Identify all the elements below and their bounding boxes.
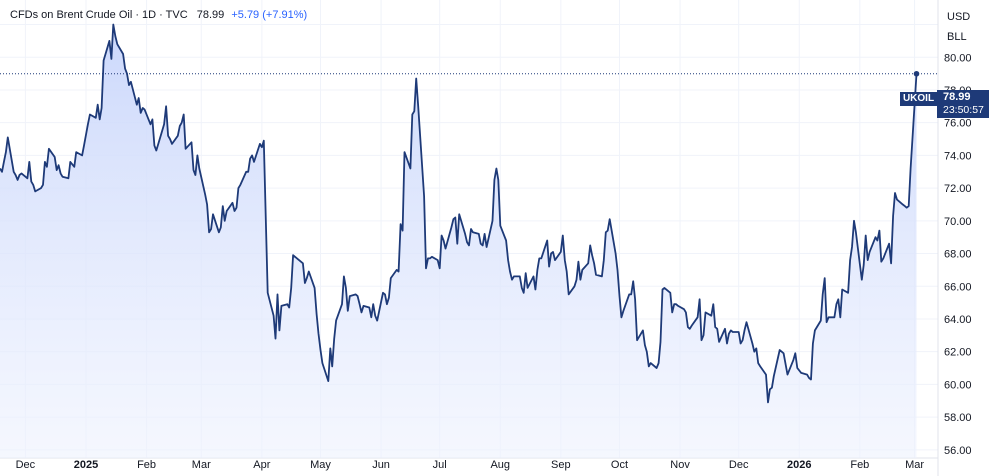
x-tick-label: Oct <box>611 459 628 471</box>
price-axis[interactable]: 56.00 58.00 60.00 62.00 64.00 66.00 68.00 70.00… <box>944 52 972 457</box>
bar-countdown: 23:50:57 <box>943 104 984 116</box>
x-tick-label: Sep <box>551 459 571 471</box>
y-tick-label: 74.00 <box>944 150 972 162</box>
x-tick-label: Mar <box>905 459 924 471</box>
y-tick-label: 64.00 <box>944 314 972 326</box>
legend-change: +5.79 (+7.91%) <box>231 9 308 21</box>
x-tick-label: Apr <box>253 459 270 471</box>
last-price-value: 78.99 <box>943 91 971 103</box>
x-tick-label: Jul <box>433 459 447 471</box>
x-tick-label: 2026 <box>787 459 811 471</box>
x-tick-label: Dec <box>16 459 36 471</box>
symbol-label: UKOIL <box>900 92 937 106</box>
y-tick-label: 58.00 <box>944 412 972 424</box>
price-line <box>0 23 918 404</box>
x-tick-label: May <box>310 459 331 471</box>
x-tick-label: Aug <box>490 459 510 471</box>
x-tick-label: 2025 <box>74 459 98 471</box>
symbol-description: CFDs on Brent Crude Oil · 1D · TVC <box>10 9 188 21</box>
x-tick-label: Jun <box>372 459 390 471</box>
y-tick-label: 66.00 <box>944 281 972 293</box>
x-tick-label: Nov <box>670 459 690 471</box>
chart-legend: CFDs on Brent Crude Oil · 1D · TVC 78.99… <box>10 9 307 21</box>
x-tick-label: Mar <box>192 459 211 471</box>
y-tick-label: 62.00 <box>944 347 972 359</box>
last-price-marker <box>913 70 920 77</box>
x-tick-label: Feb <box>137 459 156 471</box>
x-tick-label: Dec <box>729 459 749 471</box>
y-tick-label: 68.00 <box>944 249 972 261</box>
time-axis[interactable]: Dec 2025 Feb Mar Apr May Jun Jul Aug Sep Oct Nov Dec… <box>16 459 925 471</box>
legend-price: 78.99 <box>196 9 225 21</box>
currency-button[interactable]: USD <box>947 11 971 23</box>
x-tick-label: Feb <box>850 459 869 471</box>
y-tick-label: 56.00 <box>944 445 972 457</box>
unit-button[interactable]: BLL <box>947 31 967 43</box>
y-tick-label: 76.00 <box>944 118 972 130</box>
y-tick-label: 72.00 <box>944 183 972 195</box>
y-tick-label: 80.00 <box>944 52 972 64</box>
y-tick-label: 60.00 <box>944 379 972 391</box>
last-price-label: 78.99 23:50:57 <box>937 90 989 118</box>
y-tick-label: 70.00 <box>944 216 972 228</box>
